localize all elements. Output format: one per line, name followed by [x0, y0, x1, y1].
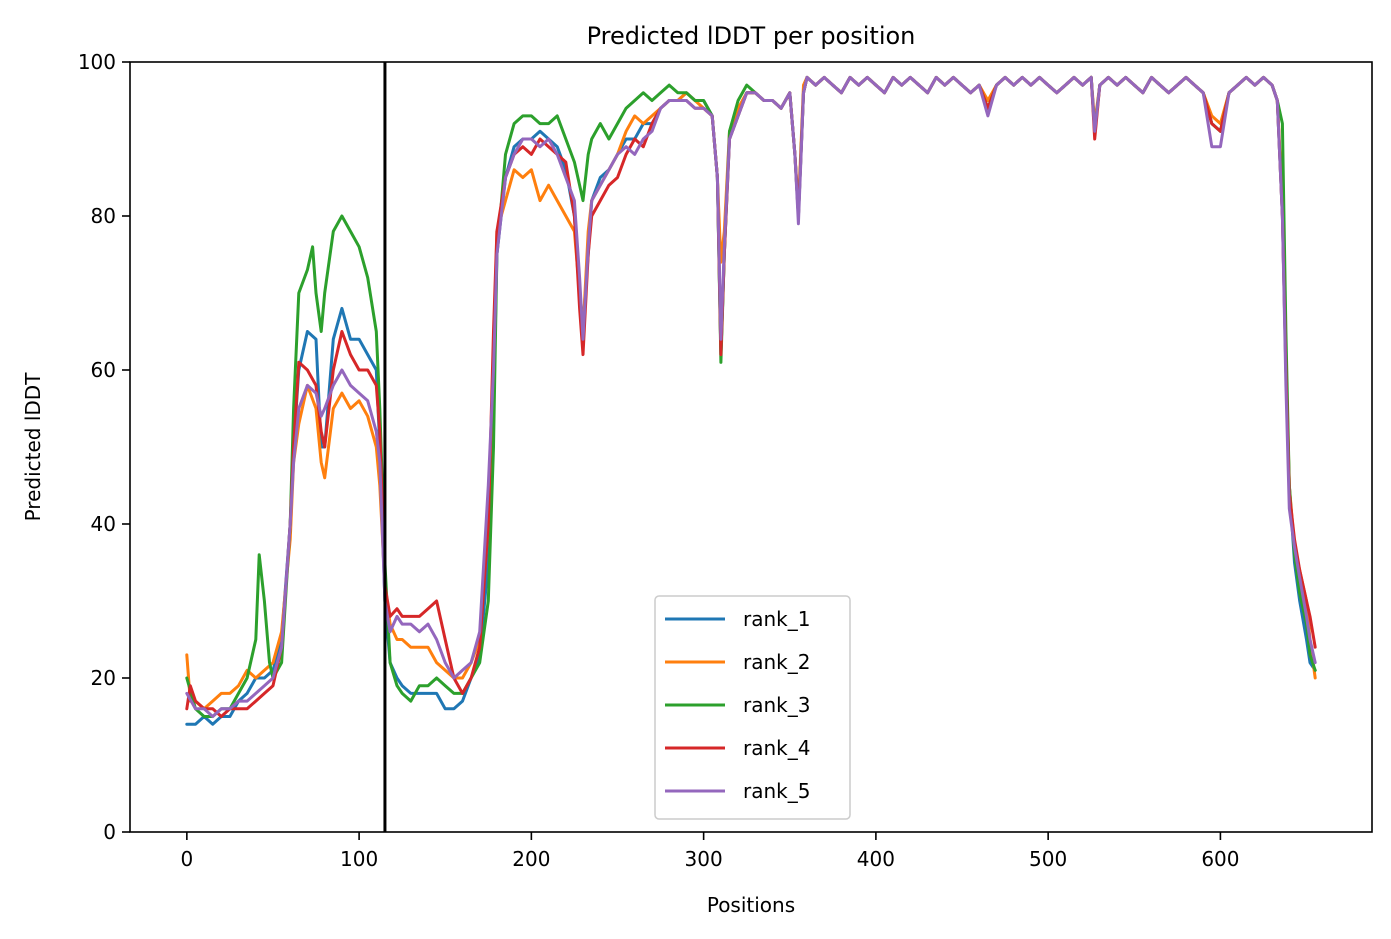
y-axis: 0 20 40 60 80 100 [78, 50, 130, 844]
series-line-rank-5 [185, 75, 1317, 718]
y-tick-label: 80 [91, 204, 116, 228]
legend-label: rank_2 [743, 650, 810, 674]
chart-title: Predicted lDDT per position [587, 22, 916, 50]
x-tick-label: 100 [340, 847, 378, 871]
y-tick-label: 20 [91, 666, 116, 690]
x-tick-label: 500 [1029, 847, 1067, 871]
y-tick-label: 100 [78, 50, 116, 74]
y-axis-title: Predicted lDDT [21, 372, 45, 522]
x-axis: 0 100 200 300 400 500 600 [180, 832, 1240, 871]
plot-lines [185, 75, 1317, 726]
y-tick-label: 0 [103, 820, 116, 844]
legend-label: rank_1 [743, 607, 810, 631]
legend: rank_1 rank_2 rank_3 rank_4 rank_5 [654, 595, 851, 820]
plot-frame [129, 61, 1373, 833]
x-tick-label: 0 [180, 847, 193, 871]
x-tick-label: 300 [685, 847, 723, 871]
x-axis-title: Positions [707, 893, 795, 917]
legend-box [654, 595, 851, 820]
y-tick-label: 40 [91, 512, 116, 536]
legend-label: rank_3 [743, 693, 810, 717]
legend-label: rank_5 [743, 779, 810, 803]
x-tick-label: 600 [1201, 847, 1239, 871]
y-tick-label: 60 [91, 358, 116, 382]
x-tick-label: 200 [512, 847, 550, 871]
x-tick-label: 400 [857, 847, 895, 871]
legend-label: rank_4 [743, 736, 810, 760]
